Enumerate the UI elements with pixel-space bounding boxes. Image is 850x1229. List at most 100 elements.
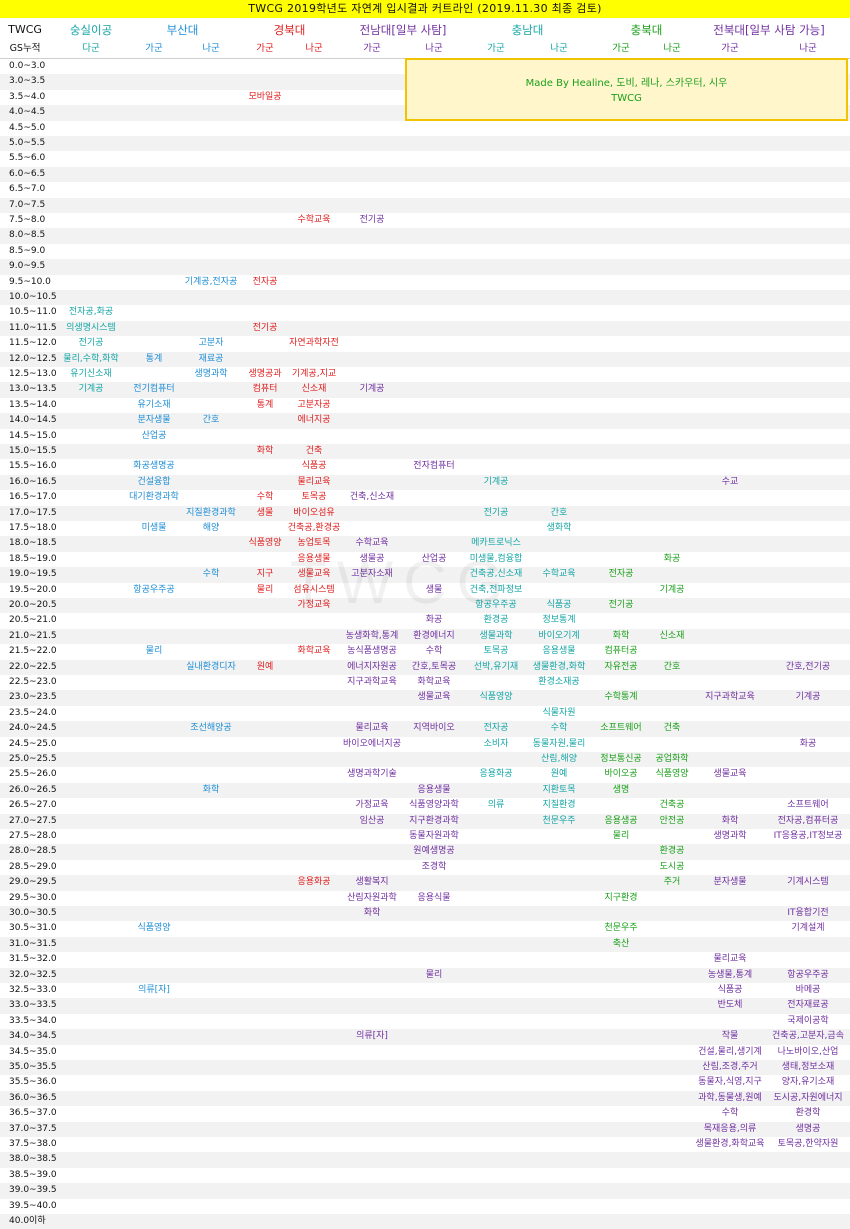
row-band (0, 1090, 850, 1107)
score-range-label: 8.0~8.5 (9, 230, 46, 241)
score-range-label: 34.0~34.5 (9, 1031, 57, 1042)
department-cell: 바이오섬유 (293, 507, 335, 518)
department-cell: 지질환경과학 (186, 507, 236, 518)
department-cell: 고분자 (198, 338, 224, 349)
department-cell: 농업토목 (297, 538, 331, 549)
department-cell: 지역바이오 (413, 723, 455, 734)
score-range-label: 18.5~19.0 (9, 553, 57, 564)
row-band (0, 1183, 850, 1199)
department-cell: 기계공 (78, 384, 104, 395)
department-cell: 식품영양 (137, 923, 171, 934)
department-cell: 환경공 (483, 615, 509, 626)
row-band (0, 875, 850, 891)
department-cell: 도시공,자원에너지 (773, 1092, 843, 1103)
department-cell: 과학,동물생,원예 (698, 1092, 762, 1103)
department-cell: 토목공 (483, 646, 509, 657)
department-cell: 산림,조경,주거 (702, 1062, 758, 1072)
department-cell: 생명과학 (194, 369, 228, 379)
department-cell: 공업화학 (655, 754, 689, 764)
group-header-4: 나군 (305, 43, 323, 54)
department-cell: 생물환경,화학 (532, 661, 586, 672)
department-cell: 신소재 (659, 630, 685, 641)
score-range-label: 19.5~20.0 (9, 584, 57, 595)
corner-bottom-label: GS누적 (9, 43, 41, 54)
department-cell: 모바일공 (248, 91, 282, 102)
department-cell: 화학교육 (417, 677, 451, 687)
department-cell: 고분자소재 (351, 569, 393, 580)
department-cell: 전자공,컴퓨터공 (777, 815, 839, 826)
department-cell: 수학통계 (604, 692, 638, 703)
department-cell: 기계공,지교 (291, 369, 337, 379)
department-cell: 생명공과 (248, 369, 282, 379)
department-cell: 지구과학교육 (347, 677, 397, 687)
score-range-label: 32.0~32.5 (9, 969, 57, 980)
university-header-6: 전북대[일부 사탐 가능] (713, 23, 825, 37)
department-cell: 산업공 (421, 553, 447, 564)
department-cell: 도시공 (659, 861, 685, 872)
score-range-label: 37.5~38.0 (9, 1139, 57, 1149)
department-cell: 조경학 (421, 861, 447, 872)
department-cell: 지환토목 (542, 784, 576, 795)
department-cell: 전자재료공 (787, 1000, 829, 1011)
department-cell: 지구환경 (604, 892, 638, 903)
department-cell: 분자생물 (137, 415, 171, 426)
department-cell: 기계공,전자공 (184, 276, 238, 287)
score-range-label: 20.5~21.0 (9, 615, 57, 626)
department-cell: 식품영양과학 (409, 800, 459, 811)
department-cell: 화공생명공 (133, 461, 175, 472)
department-cell: 화학 (363, 908, 381, 918)
score-range-label: 29.5~30.0 (9, 892, 57, 903)
score-range-label: 4.5~5.0 (9, 122, 46, 133)
department-cell: 안전공 (659, 815, 685, 826)
score-range-label: 14.5~15.0 (9, 430, 57, 441)
department-cell: 건축공,환경공 (287, 523, 341, 533)
department-cell: 식품공 (717, 985, 743, 995)
watermark: TWCG (290, 549, 514, 616)
department-cell: 고분자공 (297, 399, 331, 410)
department-cell: 바메공 (795, 985, 821, 995)
university-header-1: 부산대 (166, 23, 199, 37)
department-cell: 기계공 (795, 692, 821, 703)
department-cell: 의류[자] (356, 1031, 388, 1042)
score-range-label: 23.5~24.0 (9, 707, 57, 718)
row-band (0, 813, 850, 829)
score-range-label: 12.5~13.0 (9, 369, 57, 379)
department-cell: 전기공 (359, 215, 385, 225)
department-cell: 토목공,한약자원 (777, 1139, 839, 1149)
group-header-1: 가군 (145, 43, 163, 54)
group-header-6: 나군 (425, 43, 443, 54)
department-cell: 물리 (612, 831, 630, 841)
row-band (0, 659, 850, 675)
department-cell: 수학 (425, 646, 443, 657)
score-range-label: 24.5~25.0 (9, 738, 57, 749)
score-range-label: 21.0~21.5 (9, 630, 57, 641)
department-cell: 미생물,컴융합 (469, 553, 523, 564)
department-cell: 나노바이오,산업 (777, 1046, 839, 1057)
group-header-12: 나군 (799, 43, 817, 54)
group-header-3: 가군 (256, 43, 274, 54)
group-header-11: 가군 (721, 43, 739, 54)
row-band (0, 444, 850, 460)
score-range-label: 25.5~26.0 (9, 769, 57, 780)
department-cell: 항공우주공 (787, 969, 829, 980)
score-range-label: 11.0~11.5 (9, 322, 57, 333)
score-range-label: 18.0~18.5 (9, 538, 57, 549)
department-cell: 생활복지 (355, 877, 389, 888)
department-cell: 동물자원,물리 (532, 738, 586, 749)
department-cell: 의생명시스템 (66, 322, 116, 333)
score-range-label: 26.0~26.5 (9, 784, 57, 795)
group-header-2: 나군 (202, 43, 220, 54)
department-cell: 항공우주공 (475, 600, 517, 610)
department-cell: 동물자원과학 (409, 831, 459, 841)
department-cell: 정보통계 (542, 615, 576, 626)
score-range-label: 27.0~27.5 (9, 815, 57, 826)
department-cell: 통계 (256, 399, 274, 410)
row-band (0, 1060, 850, 1076)
department-cell: 통계 (145, 353, 163, 364)
score-range-label: 17.5~18.0 (9, 523, 57, 533)
department-cell: 전기공 (608, 600, 634, 610)
score-range-label: 14.0~14.5 (9, 415, 57, 426)
department-cell: 간호 (663, 661, 681, 672)
score-range-label: 29.0~29.5 (9, 877, 57, 888)
department-cell: 생명공 (795, 1123, 821, 1134)
